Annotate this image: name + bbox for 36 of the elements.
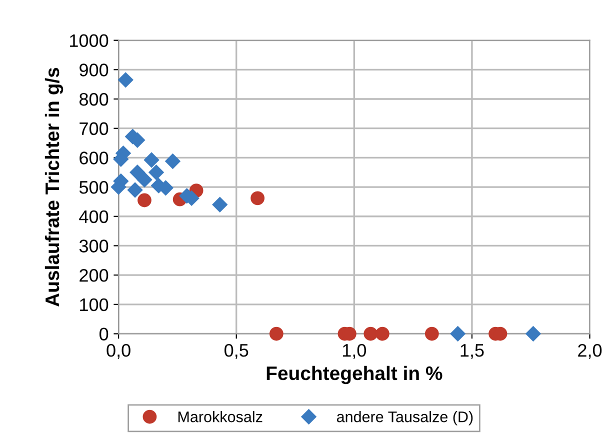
x-tick-label: 0,5 [224, 344, 248, 359]
point [269, 326, 284, 341]
y-tick-label: 700 [80, 122, 108, 136]
x-tick-label: 1,0 [342, 344, 366, 359]
x-tick-label: 0,0 [106, 344, 130, 359]
point [138, 193, 152, 208]
y-tick-label: 300 [79, 240, 108, 252]
point [364, 326, 378, 341]
point [148, 164, 164, 180]
x-tick-label: 1,5 [460, 344, 484, 359]
point [136, 172, 152, 188]
x-tick-label: 2,0 [578, 344, 602, 359]
y-tick-label: 800 [80, 92, 108, 106]
x-axis-title: Feuchtegehalt in % [266, 366, 442, 384]
legend-label: andere Tausalze (D) [336, 411, 473, 426]
y-tick-label: 500 [79, 180, 108, 194]
point [450, 326, 466, 342]
point [424, 326, 439, 341]
y-tick-label: 600 [80, 152, 108, 164]
point [144, 152, 160, 168]
point [130, 164, 145, 180]
y-tick-label: 100 [80, 298, 108, 312]
point [165, 154, 180, 169]
point [375, 326, 390, 341]
point [212, 197, 228, 212]
legend-label: Marokkosalz [178, 411, 262, 422]
y-tick-label: 900 [80, 64, 108, 76]
point [250, 191, 265, 206]
point [118, 72, 134, 88]
y-axis-title: Auslaufrate Trichter in g/s [44, 68, 64, 306]
y-tick-label: 400 [79, 210, 108, 224]
point [127, 182, 143, 198]
y-tick-label: 0 [100, 328, 108, 340]
y-tick-label: 1000 [70, 34, 108, 48]
point [526, 326, 541, 342]
y-tick-label: 200 [80, 269, 108, 282]
